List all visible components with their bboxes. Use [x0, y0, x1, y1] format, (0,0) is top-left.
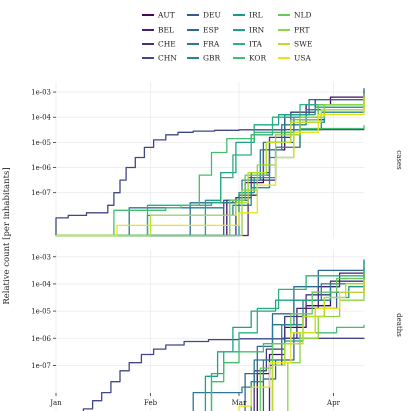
series-line-deaths-prt: [287, 288, 365, 411]
legend-item-usa: USA: [278, 54, 311, 63]
legend-label-usa: USA: [294, 54, 311, 63]
series-line-deaths-chn: [82, 337, 365, 411]
series-line-deaths-nld: [259, 270, 365, 411]
y-tick-label-1e-05: 1e-05: [31, 139, 51, 147]
y-tick-label-1e-04: 1e-04: [31, 114, 51, 122]
legend-item-ita: ITA: [233, 40, 263, 49]
legend-label-che: CHE: [158, 40, 176, 49]
legend-item-fra: FRA: [187, 40, 220, 49]
strip-label-deaths: deaths: [395, 313, 403, 337]
series-line-deaths-usa: [238, 279, 365, 411]
legend-item-che: CHE: [142, 40, 176, 49]
series-line-cases-prt: [56, 93, 365, 237]
y-tick-label-1e-03: 1e-03: [31, 253, 51, 261]
legend-item-irl: IRL: [233, 11, 263, 20]
legend-item-prt: PRT: [278, 26, 310, 35]
panel-cases: 1e-07 1e-06 1e-05 1e-04 1e-03 cases: [31, 82, 403, 238]
y-tick-label-1e-07: 1e-07: [31, 189, 51, 197]
y-tick-label-1e-07: 1e-07: [31, 362, 51, 370]
x-tick-label-apr: Apr: [326, 399, 341, 407]
y-tick-label-1e-06: 1e-06: [31, 335, 51, 343]
legend-item-nld: NLD: [278, 11, 312, 20]
x-tick-label-jan: Jan: [49, 399, 62, 407]
series-line-cases-irn: [56, 102, 365, 237]
legend-label-aut: AUT: [157, 11, 175, 20]
legend-item-deu: DEU: [187, 11, 221, 20]
legend-label-ita: ITA: [249, 40, 263, 49]
series-line-cases-chn: [55, 128, 365, 236]
legend: AUT BEL CHE CHN DEU ESP FRA GBR IRL IRN ITA KOR NLD P…: [142, 11, 312, 63]
legend-item-kor: KOR: [233, 54, 267, 63]
series-line-cases-usa: [56, 97, 365, 237]
series-line-deaths-ita: [210, 263, 365, 411]
legend-item-aut: AUT: [142, 11, 175, 20]
legend-label-irn: IRN: [249, 26, 265, 35]
series-line-cases-swe: [56, 100, 365, 237]
legend-label-prt: PRT: [294, 26, 310, 35]
panel-deaths: 1e-07 1e-06 1e-05 1e-04 1e-03 deaths: [31, 250, 403, 411]
y-tick-label-1e-03: 1e-03: [31, 89, 51, 97]
legend-label-fra: FRA: [203, 40, 220, 49]
x-tick-label-feb: Feb: [144, 399, 158, 407]
legend-label-gbr: GBR: [203, 54, 221, 63]
legend-item-chn: CHN: [142, 54, 177, 63]
series-line-deaths-swe: [271, 278, 365, 411]
series-line-deaths-kor: [210, 324, 365, 411]
legend-label-irl: IRL: [249, 11, 263, 20]
y-tick-label-1e-06: 1e-06: [31, 164, 51, 172]
legend-item-irn: IRN: [233, 26, 265, 35]
legend-item-esp: ESP: [187, 26, 219, 35]
legend-item-gbr: GBR: [187, 54, 221, 63]
y-tick-label-1e-05: 1e-05: [31, 308, 51, 316]
series-line-cases-kor: [56, 125, 365, 237]
legend-label-bel: BEL: [158, 26, 174, 35]
legend-label-esp: ESP: [203, 26, 219, 35]
y-axis-title: Relative count [per inhabitants]: [2, 167, 12, 304]
legend-label-deu: DEU: [203, 11, 221, 20]
legend-item-swe: SWE: [278, 40, 312, 49]
legend-label-chn: CHN: [158, 54, 177, 63]
series-line-deaths-gbr: [250, 271, 365, 411]
legend-item-bel: BEL: [142, 26, 174, 35]
series-line-deaths-esp: [244, 259, 365, 411]
legend-label-kor: KOR: [249, 54, 267, 63]
legend-label-swe: SWE: [294, 40, 312, 49]
strip-label-cases: cases: [395, 150, 403, 170]
x-tick-label-mar: Mar: [232, 399, 247, 407]
y-tick-label-1e-04: 1e-04: [31, 280, 51, 288]
x-axis: Jan Feb Mar Apr: [49, 393, 341, 407]
legend-label-nld: NLD: [294, 11, 312, 20]
